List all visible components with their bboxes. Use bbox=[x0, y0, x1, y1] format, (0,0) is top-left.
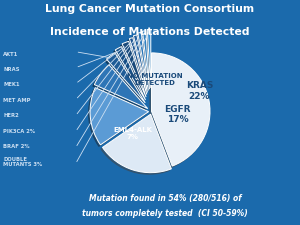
Wedge shape bbox=[90, 88, 148, 145]
Wedge shape bbox=[138, 32, 148, 90]
Text: AKT1: AKT1 bbox=[3, 52, 18, 56]
Wedge shape bbox=[129, 38, 147, 94]
Text: MET AMP: MET AMP bbox=[3, 98, 31, 103]
Text: Lung Cancer Mutation Consortium: Lung Cancer Mutation Consortium bbox=[45, 4, 255, 14]
Wedge shape bbox=[152, 53, 210, 166]
Text: NRAS: NRAS bbox=[3, 67, 20, 72]
Wedge shape bbox=[94, 65, 148, 109]
Text: BRAF 2%: BRAF 2% bbox=[3, 144, 30, 149]
Wedge shape bbox=[106, 53, 145, 103]
Text: EGFR
17%: EGFR 17% bbox=[165, 105, 191, 124]
Text: Incidence of Mutations Detected: Incidence of Mutations Detected bbox=[50, 27, 250, 37]
Wedge shape bbox=[134, 35, 147, 92]
Text: EML4-ALK
7%: EML4-ALK 7% bbox=[113, 127, 152, 140]
Wedge shape bbox=[103, 114, 171, 173]
Text: PIK3CA 2%: PIK3CA 2% bbox=[3, 129, 35, 134]
Text: tumors completely tested  (CI 50-59%): tumors completely tested (CI 50-59%) bbox=[82, 209, 248, 218]
Text: HER2: HER2 bbox=[3, 113, 19, 118]
Wedge shape bbox=[122, 41, 146, 97]
Text: Mutation found in 54% (280/516) of: Mutation found in 54% (280/516) of bbox=[89, 194, 241, 202]
Text: KRAS
22%: KRAS 22% bbox=[186, 81, 213, 101]
Wedge shape bbox=[115, 47, 146, 100]
Text: MEK1: MEK1 bbox=[3, 82, 20, 87]
Wedge shape bbox=[147, 29, 151, 88]
Text: DOUBLE
MUTANTS 3%: DOUBLE MUTANTS 3% bbox=[3, 157, 42, 167]
Text: NO MUTATION
DETECTED: NO MUTATION DETECTED bbox=[127, 73, 182, 86]
Wedge shape bbox=[142, 31, 149, 89]
